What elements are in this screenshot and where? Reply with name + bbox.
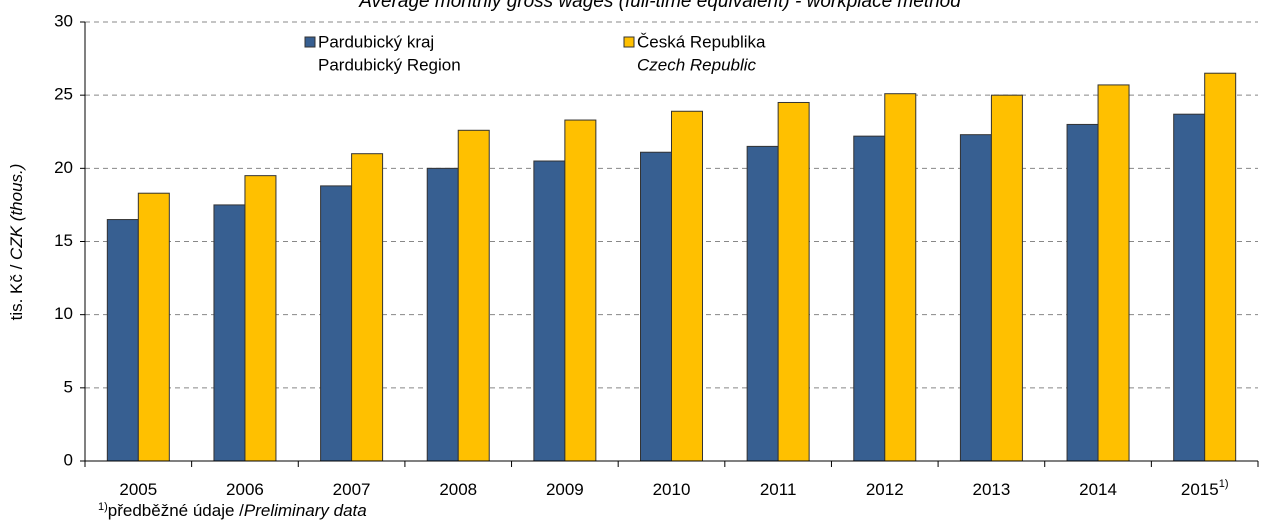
- x-tick-label: 2009: [546, 480, 584, 499]
- x-tick-label: 20151): [1181, 478, 1229, 500]
- bar: [533, 160, 566, 462]
- legend-label: Česká Republika: [637, 32, 766, 51]
- x-tick-label: 2006: [226, 480, 264, 499]
- legend-swatch: [623, 36, 635, 48]
- bar: [1097, 84, 1130, 462]
- x-tick-label: 2013: [972, 480, 1010, 499]
- bar: [351, 153, 384, 462]
- x-tick-label-text: 2013: [972, 480, 1010, 499]
- x-tick-label: 2010: [653, 480, 691, 499]
- y-tick-label: 25: [54, 85, 73, 104]
- legend-label-en: Czech Republic: [637, 55, 757, 74]
- bar: [640, 151, 672, 462]
- bar: [746, 145, 779, 462]
- bar: [564, 119, 597, 462]
- y-axis-label-en: CZK (thous.): [7, 164, 26, 260]
- bar: [990, 94, 1023, 462]
- x-tick-label-text: 2010: [653, 480, 691, 499]
- x-tick-label-text: 2015: [1181, 480, 1219, 499]
- y-tick-label: 0: [64, 450, 73, 469]
- x-tick-label-text: 2007: [333, 480, 371, 499]
- bar: [426, 167, 459, 462]
- legend-label-en: Pardubický Region: [318, 55, 461, 74]
- bar: [457, 129, 490, 462]
- bar: [959, 134, 992, 462]
- y-tick-label: 5: [64, 377, 73, 396]
- chart-title: Average monthly gross wages (full-time e…: [358, 0, 962, 12]
- bar: [884, 93, 917, 462]
- bar: [853, 135, 886, 462]
- bar: [320, 185, 353, 462]
- legend-swatch: [304, 36, 316, 48]
- footnote-cz: předběžné údaje /: [108, 501, 244, 520]
- bar: [244, 175, 277, 462]
- bar: [1173, 113, 1206, 462]
- bar: [1204, 72, 1237, 462]
- bar: [137, 192, 170, 462]
- y-axis-label-cz: tis. Kč /: [7, 260, 26, 320]
- bar: [671, 110, 703, 462]
- x-tick-label-text: 2014: [1079, 480, 1117, 499]
- x-tick-label: 2012: [866, 480, 904, 499]
- footnote-marker: 1): [98, 501, 108, 513]
- x-tick-label: 2011: [760, 480, 797, 499]
- y-tick-label: 10: [54, 304, 73, 323]
- y-tick-label: 30: [54, 11, 73, 30]
- x-tick-label: 2005: [119, 480, 157, 499]
- footnote-en: Preliminary data: [244, 501, 367, 520]
- y-tick-label: 20: [54, 158, 73, 177]
- x-tick-footnote-marker: 1): [1219, 478, 1229, 490]
- y-axis-label: tis. Kč / CZK (thous.): [7, 164, 26, 321]
- x-tick-label-text: 2011: [760, 480, 797, 499]
- x-tick-label-text: 2009: [546, 480, 584, 499]
- legend-label: Pardubický kraj: [318, 32, 434, 51]
- y-tick-label: 15: [54, 231, 73, 250]
- bar: [106, 219, 139, 462]
- bar: [1066, 123, 1099, 462]
- x-tick-label: 2014: [1079, 480, 1117, 499]
- x-tick-label-text: 2008: [439, 480, 477, 499]
- x-tick-label: 2008: [439, 480, 477, 499]
- bar: [777, 101, 810, 462]
- bar: [213, 204, 246, 462]
- footnote: 1)předběžné údaje /Preliminary data: [98, 501, 367, 521]
- x-tick-label: 2007: [333, 480, 371, 499]
- x-tick-label-text: 2005: [119, 480, 157, 499]
- x-tick-label-text: 2012: [866, 480, 904, 499]
- x-tick-label-text: 2006: [226, 480, 264, 499]
